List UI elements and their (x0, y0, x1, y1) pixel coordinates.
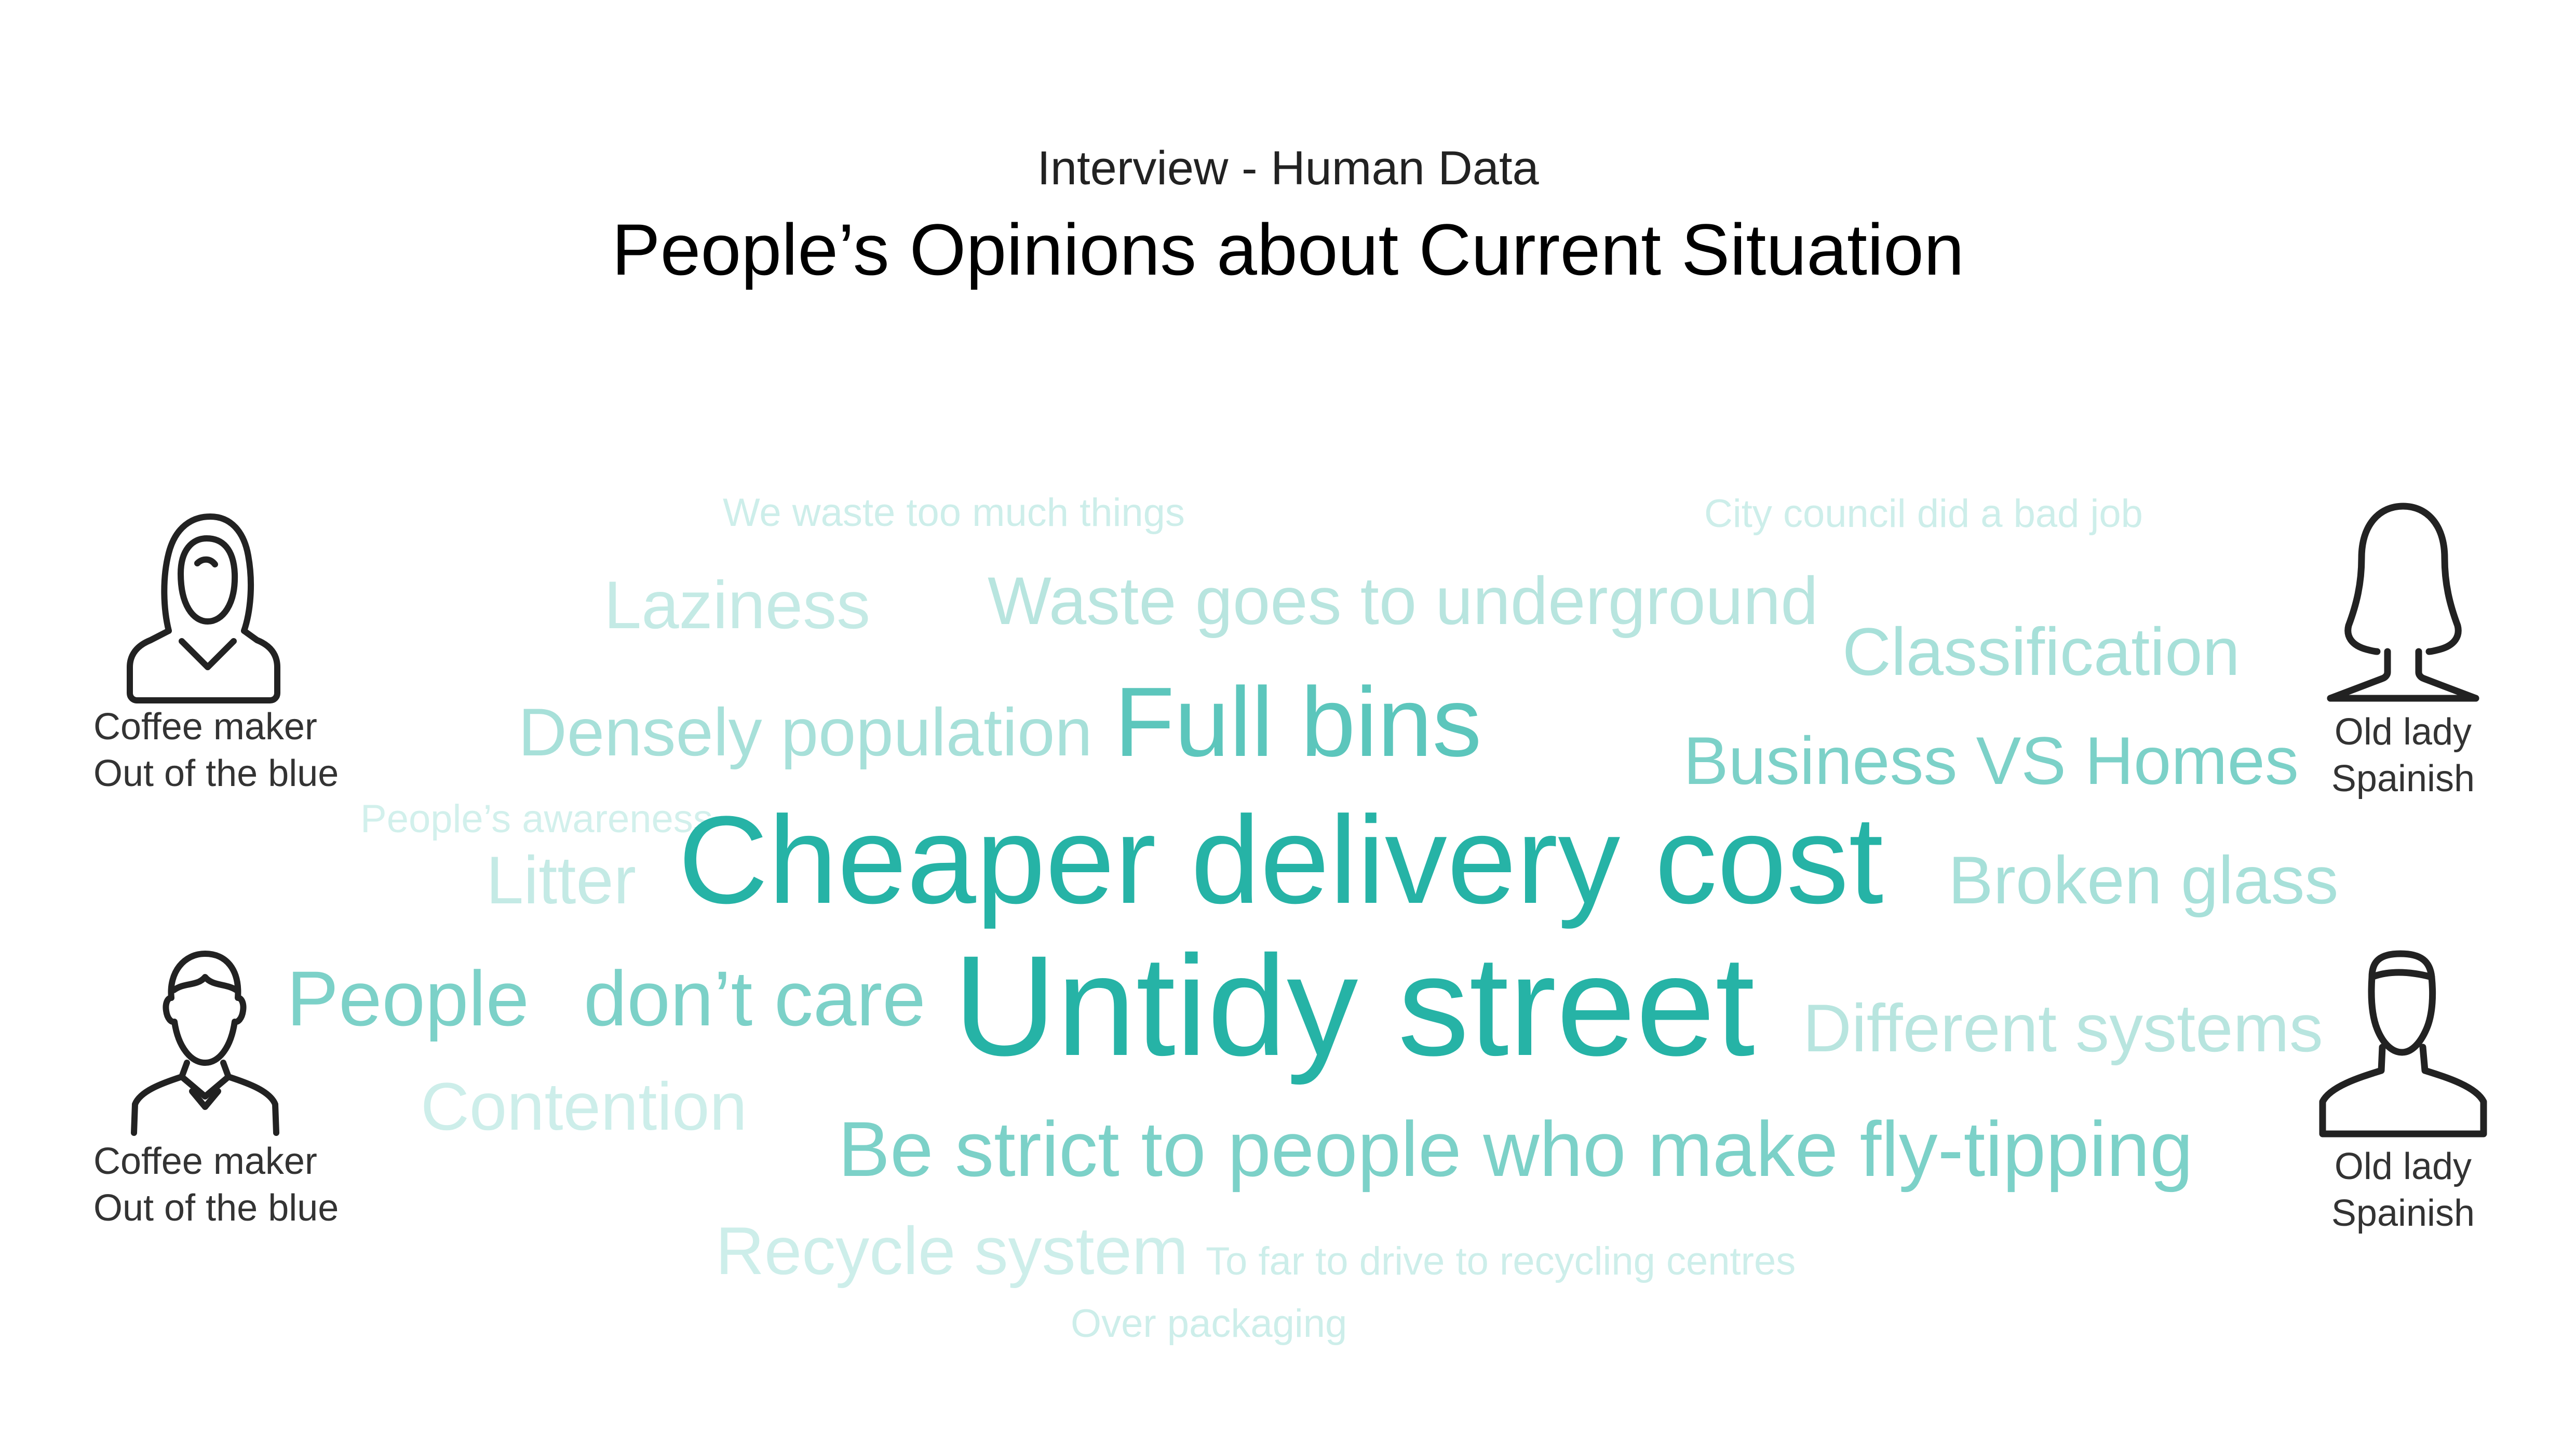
word-densely-population: Densely population (518, 694, 1093, 770)
persona-top-left: Coffee maker Out of the blue (93, 506, 339, 797)
word-we-waste: We waste too much things (723, 491, 1185, 535)
word-people: People (287, 955, 530, 1042)
persona-bottom-left: Coffee maker Out of the blue (93, 941, 339, 1231)
persona-source: Spainish (2331, 1193, 2475, 1234)
person-silhouette-icon (2319, 950, 2487, 1137)
persona-source: Out of the blue (93, 1187, 339, 1229)
page-subtitle: Interview - Human Data (1037, 142, 1539, 195)
man-icon (131, 951, 279, 1136)
word-cheaper-delivery: Cheaper delivery cost (678, 790, 1884, 929)
persona-role: Coffee maker (93, 706, 317, 748)
word-over-packaging: Over packaging (1071, 1302, 1347, 1346)
word-recycle-system: Recycle system (716, 1213, 1189, 1289)
page-title: People’s Opinions about Current Situatio… (612, 209, 1964, 290)
persona-bottom-right: Old lady Spainish (2294, 941, 2512, 1237)
woman-icon (127, 513, 280, 703)
word-full-bins: Full bins (1114, 667, 1482, 777)
persona-role: Old lady (2334, 1146, 2472, 1187)
word-litter: Litter (486, 842, 637, 918)
woman-silhouette-icon (2327, 503, 2479, 702)
word-contention: Contention (421, 1068, 747, 1144)
word-untidy-street: Untidy street (953, 926, 1755, 1086)
word-waste-underground: Waste goes to underground (988, 563, 1818, 639)
word-city-council: City council did a bad job (1704, 492, 2143, 536)
word-different-systems: Different systems (1803, 990, 2323, 1066)
word-peoples-awareness: People’s awareness (360, 797, 713, 841)
word-be-strict: Be strict to people who make fly-tipping (838, 1105, 2193, 1193)
persona-role: Coffee maker (93, 1141, 317, 1182)
word-business-homes: Business VS Homes (1683, 723, 2299, 798)
persona-source: Spainish (2331, 758, 2475, 800)
word-laziness: Laziness (604, 567, 871, 643)
persona-source: Out of the blue (93, 753, 339, 794)
word-classification: Classification (1842, 614, 2240, 689)
persona-role: Old lady (2334, 711, 2472, 753)
word-dont-care: don’t care (584, 955, 926, 1042)
persona-top-right: Old lady Spainish (2294, 496, 2512, 802)
word-broken-glass: Broken glass (1948, 842, 2339, 918)
word-too-far-drive: To far to drive to recycling centres (1206, 1239, 1796, 1283)
